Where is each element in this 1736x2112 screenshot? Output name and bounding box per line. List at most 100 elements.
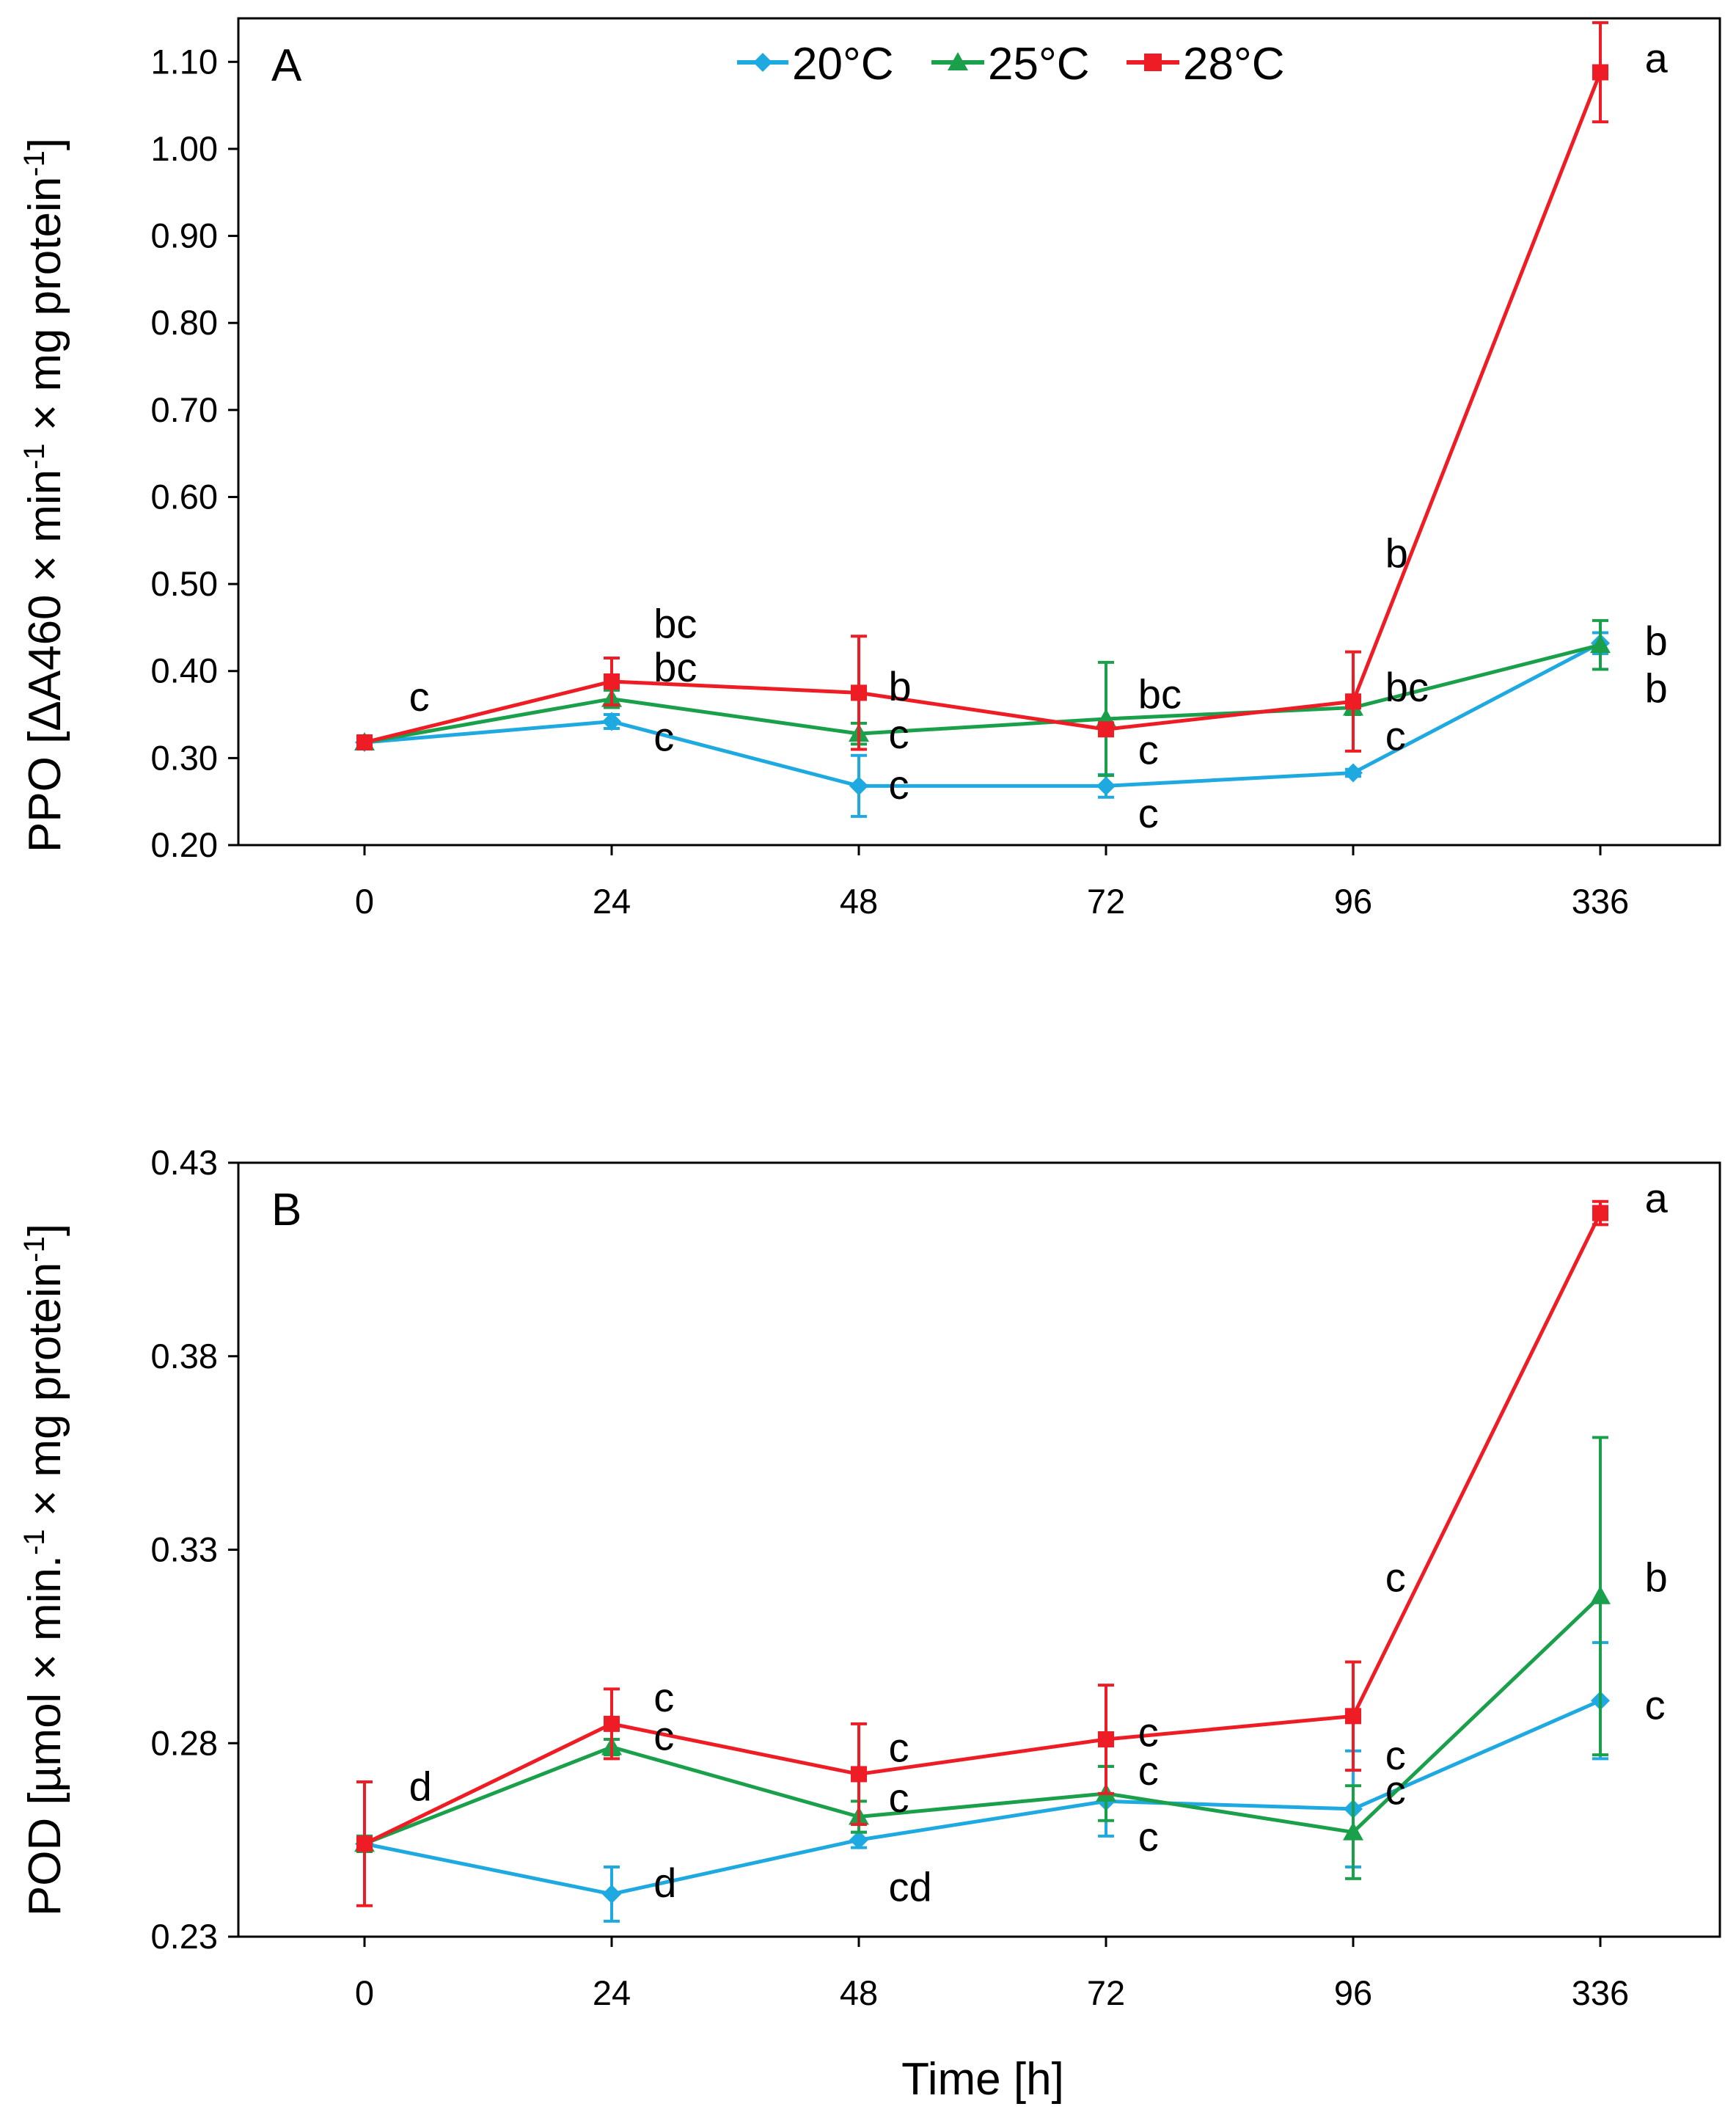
- panel-a-x-tick-label: 336: [1572, 882, 1629, 921]
- panel-a-significance-label: bc: [653, 600, 697, 646]
- panel-b-y-tick-label: 0.33: [151, 1530, 218, 1569]
- panel-a-significance-label: c: [409, 673, 430, 720]
- panel-b-x-tick-label: 24: [593, 1973, 631, 2012]
- panel-b-point-28c: [1345, 1708, 1361, 1725]
- panel-b-y-tick-label: 0.38: [151, 1337, 218, 1375]
- panel-a-series-line-20c: [364, 641, 1602, 788]
- panel-a-x-tick-label: 48: [840, 882, 878, 921]
- panel-a-y-tick-label: 0.80: [151, 303, 218, 342]
- panel-b-significance-label: c: [1385, 1767, 1406, 1813]
- panel-a-x-tick-label: 0: [355, 882, 374, 921]
- panel-b-significance-label: c: [1385, 1732, 1406, 1778]
- panel-a-significance-label: b: [1645, 665, 1668, 711]
- panel-b-point-28c: [1592, 1205, 1608, 1221]
- panel-b-y-axis-title: POD [µmol × min.-1 × mg protein-1]: [18, 1224, 70, 1916]
- panel-a-point-28c: [851, 684, 867, 701]
- panel-b-y-tick-label: 0.28: [151, 1723, 218, 1762]
- panel-b-significance-label: c: [653, 1674, 674, 1720]
- panel-b-x-tick-label: 0: [355, 1973, 374, 2012]
- panel-b-y-tick-label: 0.23: [151, 1917, 218, 1956]
- panel-a-x-tick-label: 24: [593, 882, 631, 921]
- panel-b-significance-label: c: [888, 1775, 909, 1821]
- panel-a-significance-label: c: [1138, 790, 1159, 836]
- panel-a-point-28c: [1592, 64, 1608, 81]
- panel-a-significance-label: a: [1645, 34, 1669, 81]
- panel-a-significance-label: b: [1645, 618, 1668, 664]
- panel-a-significance-label: bc: [1385, 664, 1429, 710]
- panel-a-point-28c: [1345, 693, 1361, 710]
- legend-label-25c: 25°C: [988, 39, 1090, 89]
- panel-b-significance-label: c: [1138, 1747, 1159, 1794]
- panel-a-y-tick-label: 1.00: [151, 129, 218, 168]
- panel-a-y-tick-label: 0.20: [151, 825, 218, 864]
- panel-b-point-28c: [604, 1715, 620, 1732]
- panel-b-x-tick-label: 48: [840, 1973, 878, 2012]
- panel-a-axis-layer: 0.20 0.30 0.40 0.50 0.60 0.70 0.80 0.90 1.00 1.10…: [151, 17, 1721, 921]
- panel-b-significance-label: b: [1645, 1554, 1668, 1600]
- panel-a-significance-label: c: [653, 714, 674, 760]
- panel-a-y-axis-title: PPO [ΔA460 × min-1 × mg protein-1]: [18, 138, 70, 852]
- panel-a-significance-label: c: [888, 761, 909, 808]
- panel-a-point-25c: [1590, 635, 1611, 654]
- panel-a-significance-label: c: [888, 711, 909, 757]
- panel-b-significance-label: c: [888, 1725, 909, 1771]
- panel-b-significance-label: c: [1385, 1554, 1406, 1600]
- legend-label-20c: 20°C: [792, 39, 894, 89]
- panel-b-significance-label: a: [1645, 1174, 1669, 1221]
- panel-b-series-line-25c: [364, 1594, 1602, 1846]
- legend-marker-25c: [948, 52, 968, 70]
- panel-b-significance-label: c: [1138, 1709, 1159, 1755]
- panel-b-y-tick-label: 0.43: [151, 1143, 218, 1182]
- panel-a-point-20c: [602, 712, 621, 731]
- panel-b-significance-label: d: [653, 1860, 676, 1906]
- panel-b-significance-label: d: [409, 1763, 432, 1809]
- panel-a-point-28c: [604, 673, 620, 690]
- panel-b-x-tick-label: 336: [1572, 1973, 1629, 2012]
- panel-a: 0.20 0.30 0.40 0.50 0.60 0.70 0.80 0.90 1.00 1.10…: [18, 17, 1721, 921]
- panel-a-y-tick-label: 1.10: [151, 42, 218, 81]
- panel-a-y-tick-label: 0.50: [151, 564, 218, 603]
- panel-a-series-line-25c: [364, 643, 1601, 745]
- legend-label-28c: 28°C: [1183, 39, 1285, 89]
- panel-b: 0.230.280.330.380.430 24 48 72 96 336 dccdccc…: [18, 1143, 1721, 2105]
- legend: 20°C 25°C 28°C: [737, 39, 1285, 89]
- legend-entry-25c: 25°C: [931, 39, 1090, 89]
- legend-marker-28c: [1144, 54, 1162, 71]
- panel-b-point-25c: [1343, 1821, 1363, 1841]
- panel-a-y-tick-label: 0.30: [151, 738, 218, 777]
- panel-b-series-28c: [356, 1199, 1608, 1907]
- panel-a-label: A: [271, 40, 302, 91]
- panel-b-x-tick-label: 96: [1334, 1973, 1372, 2012]
- panel-b-point-20c: [602, 1884, 621, 1904]
- panel-b-series-25c: [354, 1436, 1611, 1880]
- panel-b-point-28c: [1098, 1731, 1114, 1747]
- panel-b-series-line-28c: [363, 1212, 1603, 1846]
- panel-b-x-axis-title: Time [h]: [901, 2054, 1064, 2105]
- panel-a-point-20c: [1096, 776, 1116, 796]
- panel-a-x-tick-label: 96: [1334, 882, 1372, 921]
- panel-a-significance-label: bc: [653, 644, 697, 690]
- panel-b-label: B: [271, 1185, 301, 1235]
- legend-marker-20c: [753, 53, 772, 72]
- panel-a-y-tick-label: 0.90: [151, 216, 218, 255]
- panel-a-y-tick-label: 0.70: [151, 390, 218, 429]
- panel-a-significance-label: c: [1385, 713, 1406, 759]
- panel-b-axis-layer: 0.23 0.28 0.33 0.38 0.43 0 24 48 72 96 336: [151, 1143, 1721, 2012]
- panel-a-significance-label: b: [888, 663, 911, 709]
- panel-a-plot-frame: [237, 17, 1721, 847]
- panel-b-significance-label: c: [653, 1713, 674, 1759]
- panel-a-significance-label: bc: [1138, 671, 1182, 717]
- panel-b-point-28c: [356, 1835, 373, 1852]
- panel-b-data-layer: [354, 1199, 1611, 1923]
- panel-a-point-20c: [849, 776, 868, 796]
- panel-b-significance-label: cd: [888, 1863, 931, 1910]
- panel-b-x-tick-label: 72: [1087, 1973, 1125, 2012]
- panel-a-significance-label: b: [1385, 530, 1408, 576]
- panel-b-point-20c: [849, 1830, 868, 1850]
- panel-b-significance-label: c: [1645, 1682, 1666, 1728]
- panel-a-x-tick-label: 72: [1087, 882, 1125, 921]
